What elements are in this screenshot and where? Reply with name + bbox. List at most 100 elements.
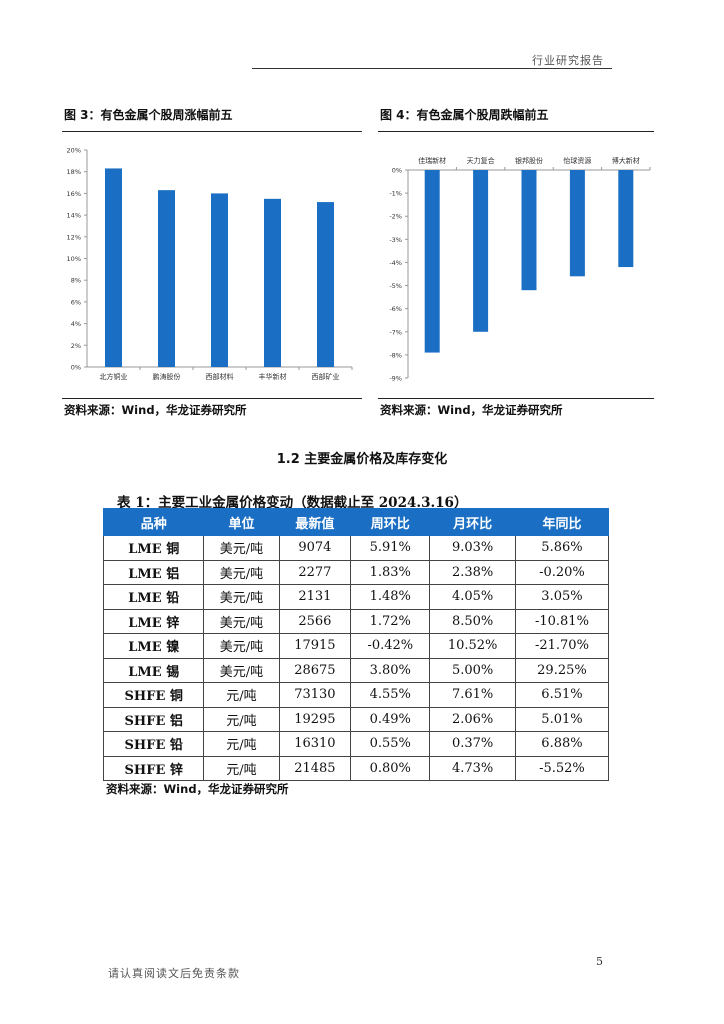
y-tick-label: 20% bbox=[67, 147, 81, 155]
cell-wow: 1.48% bbox=[350, 584, 431, 610]
x-tick-label: 西部材料 bbox=[206, 372, 234, 381]
section-title: 1.2 主要金属价格及库存变化 bbox=[276, 452, 448, 467]
bar bbox=[521, 170, 537, 291]
cell-wow: 1.83% bbox=[350, 559, 431, 585]
cell-wow: 1.72% bbox=[350, 608, 431, 634]
cell-latest: 9074 bbox=[278, 535, 352, 561]
y-tick-label: 12% bbox=[67, 233, 81, 241]
y-tick-label: 2% bbox=[71, 342, 81, 350]
cell-latest: 17915 bbox=[278, 633, 352, 659]
header-mom: 月环比 bbox=[429, 508, 516, 536]
bar bbox=[424, 170, 440, 353]
cell-unit: 元/吨 bbox=[203, 706, 280, 732]
header-unit: 单位 bbox=[203, 508, 280, 536]
figure4-bottom-rule bbox=[378, 398, 654, 399]
table-source: 资料来源：Wind，华龙证券研究所 bbox=[106, 782, 289, 796]
y-tick-label: 0% bbox=[71, 364, 81, 372]
y-tick-label: -6% bbox=[389, 305, 402, 313]
y-tick-label: 0% bbox=[392, 167, 402, 175]
y-tick-label: -8% bbox=[389, 351, 402, 359]
cell-mom: 9.03% bbox=[429, 535, 516, 561]
disclaimer-note: 请认真阅读文后免责条款 bbox=[108, 967, 240, 980]
cell-yoy: -21.70% bbox=[514, 633, 610, 659]
cell-variety: LME 铜 bbox=[102, 535, 205, 561]
cell-latest: 2566 bbox=[278, 608, 352, 634]
bar bbox=[569, 170, 585, 277]
x-tick-label: 西部矿业 bbox=[312, 372, 340, 381]
table-row: SHFE 铅元/吨 16310 0.55% 0.37% 6.88% bbox=[102, 731, 610, 757]
header-wow: 周环比 bbox=[350, 508, 431, 536]
y-tick-label: -7% bbox=[389, 328, 402, 336]
y-tick-label: -9% bbox=[389, 375, 402, 383]
y-tick-label: -2% bbox=[389, 213, 402, 221]
cell-unit: 美元/吨 bbox=[203, 633, 280, 659]
cell-unit: 元/吨 bbox=[203, 731, 280, 757]
cell-variety: LME 锡 bbox=[102, 657, 205, 683]
cell-yoy: 5.86% bbox=[514, 535, 610, 561]
report-type-label: 行业研究报告 bbox=[532, 54, 604, 67]
metal-price-table: 品种 单位 最新值 周环比 月环比 年同比 LME 铜美元/吨 9074 5.91%… bbox=[102, 508, 610, 781]
figure3-title: 图 3：有色金属个股周涨幅前五 bbox=[64, 108, 233, 122]
bar bbox=[473, 170, 489, 332]
bar bbox=[158, 190, 175, 367]
x-tick-label: 银邦股份 bbox=[515, 156, 543, 165]
cell-latest: 2277 bbox=[278, 559, 352, 585]
figure3-top-rule bbox=[62, 131, 362, 132]
figure3-bottom-rule bbox=[62, 398, 362, 399]
cell-wow: -0.42% bbox=[350, 633, 431, 659]
figure3-source: 资料来源：Wind，华龙证券研究所 bbox=[64, 403, 247, 417]
cell-mom: 4.05% bbox=[429, 584, 516, 610]
header-latest: 最新值 bbox=[278, 508, 352, 536]
x-tick-label: 北方铜业 bbox=[100, 372, 128, 381]
x-tick-label: 丰华新材 bbox=[259, 372, 287, 381]
cell-yoy: -10.81% bbox=[514, 608, 610, 634]
cell-latest: 16310 bbox=[278, 731, 352, 757]
y-tick-label: -5% bbox=[389, 282, 402, 290]
figure4-source: 资料来源：Wind，华龙证券研究所 bbox=[380, 403, 563, 417]
table-row: LME 锌美元/吨 2566 1.72% 8.50% -10.81% bbox=[102, 608, 610, 634]
cell-latest: 2131 bbox=[278, 584, 352, 610]
table-row: LME 锡美元/吨 28675 3.80% 5.00% 29.25% bbox=[102, 657, 610, 683]
cell-variety: LME 铝 bbox=[102, 559, 205, 585]
cell-variety: LME 铅 bbox=[102, 584, 205, 610]
table-row: SHFE 铝元/吨 19295 0.49% 2.06% 5.01% bbox=[102, 706, 610, 732]
x-tick-label: 博大新材 bbox=[612, 156, 640, 165]
figure3-chart: 0% 2% 4% 6% 8% 10% 12% 14% 16% 18% 20% 北方铜业 鹏涛股份 西部材料… bbox=[67, 147, 353, 381]
cell-mom: 8.50% bbox=[429, 608, 516, 634]
cell-unit: 元/吨 bbox=[203, 682, 280, 708]
cell-mom: 0.37% bbox=[429, 731, 516, 757]
cell-yoy: 3.05% bbox=[514, 584, 610, 610]
bar bbox=[264, 198, 281, 367]
cell-wow: 4.55% bbox=[350, 682, 431, 708]
header-variety: 品种 bbox=[102, 508, 205, 536]
table-row: LME 铜美元/吨 9074 5.91% 9.03% 5.86% bbox=[102, 535, 610, 561]
cell-latest: 28675 bbox=[278, 657, 352, 683]
cell-unit: 美元/吨 bbox=[203, 608, 280, 634]
cell-variety: LME 锌 bbox=[102, 608, 205, 634]
cell-wow: 0.49% bbox=[350, 706, 431, 732]
cell-wow: 5.91% bbox=[350, 535, 431, 561]
table-row: LME 镍美元/吨 17915 -0.42% 10.52% -21.70% bbox=[102, 633, 610, 659]
cell-latest: 19295 bbox=[278, 706, 352, 732]
cell-yoy: 29.25% bbox=[514, 657, 610, 683]
table-row: LME 铝美元/吨 2277 1.83% 2.38% -0.20% bbox=[102, 559, 610, 585]
cell-unit: 美元/吨 bbox=[203, 584, 280, 610]
bar bbox=[317, 202, 334, 367]
figure4-top-rule bbox=[378, 131, 654, 132]
cell-yoy: 6.88% bbox=[514, 731, 610, 757]
cell-variety: SHFE 铜 bbox=[102, 682, 205, 708]
cell-yoy: -0.20% bbox=[514, 559, 610, 585]
x-tick-label: 怡球资源 bbox=[563, 156, 591, 165]
cell-wow: 0.55% bbox=[350, 731, 431, 757]
page-number: 5 bbox=[596, 955, 603, 968]
table-header-row: 品种 单位 最新值 周环比 月环比 年同比 bbox=[102, 508, 610, 536]
cell-unit: 美元/吨 bbox=[203, 559, 280, 585]
table-row: SHFE 锌元/吨 21485 0.80% 4.73% -5.52% bbox=[102, 755, 610, 781]
cell-unit: 美元/吨 bbox=[203, 535, 280, 561]
y-tick-label: 8% bbox=[71, 277, 81, 285]
cell-variety: SHFE 铅 bbox=[102, 731, 205, 757]
cell-mom: 2.06% bbox=[429, 706, 516, 732]
y-tick-label: -1% bbox=[389, 190, 402, 198]
header-yoy: 年同比 bbox=[514, 508, 610, 536]
bar bbox=[211, 193, 228, 367]
